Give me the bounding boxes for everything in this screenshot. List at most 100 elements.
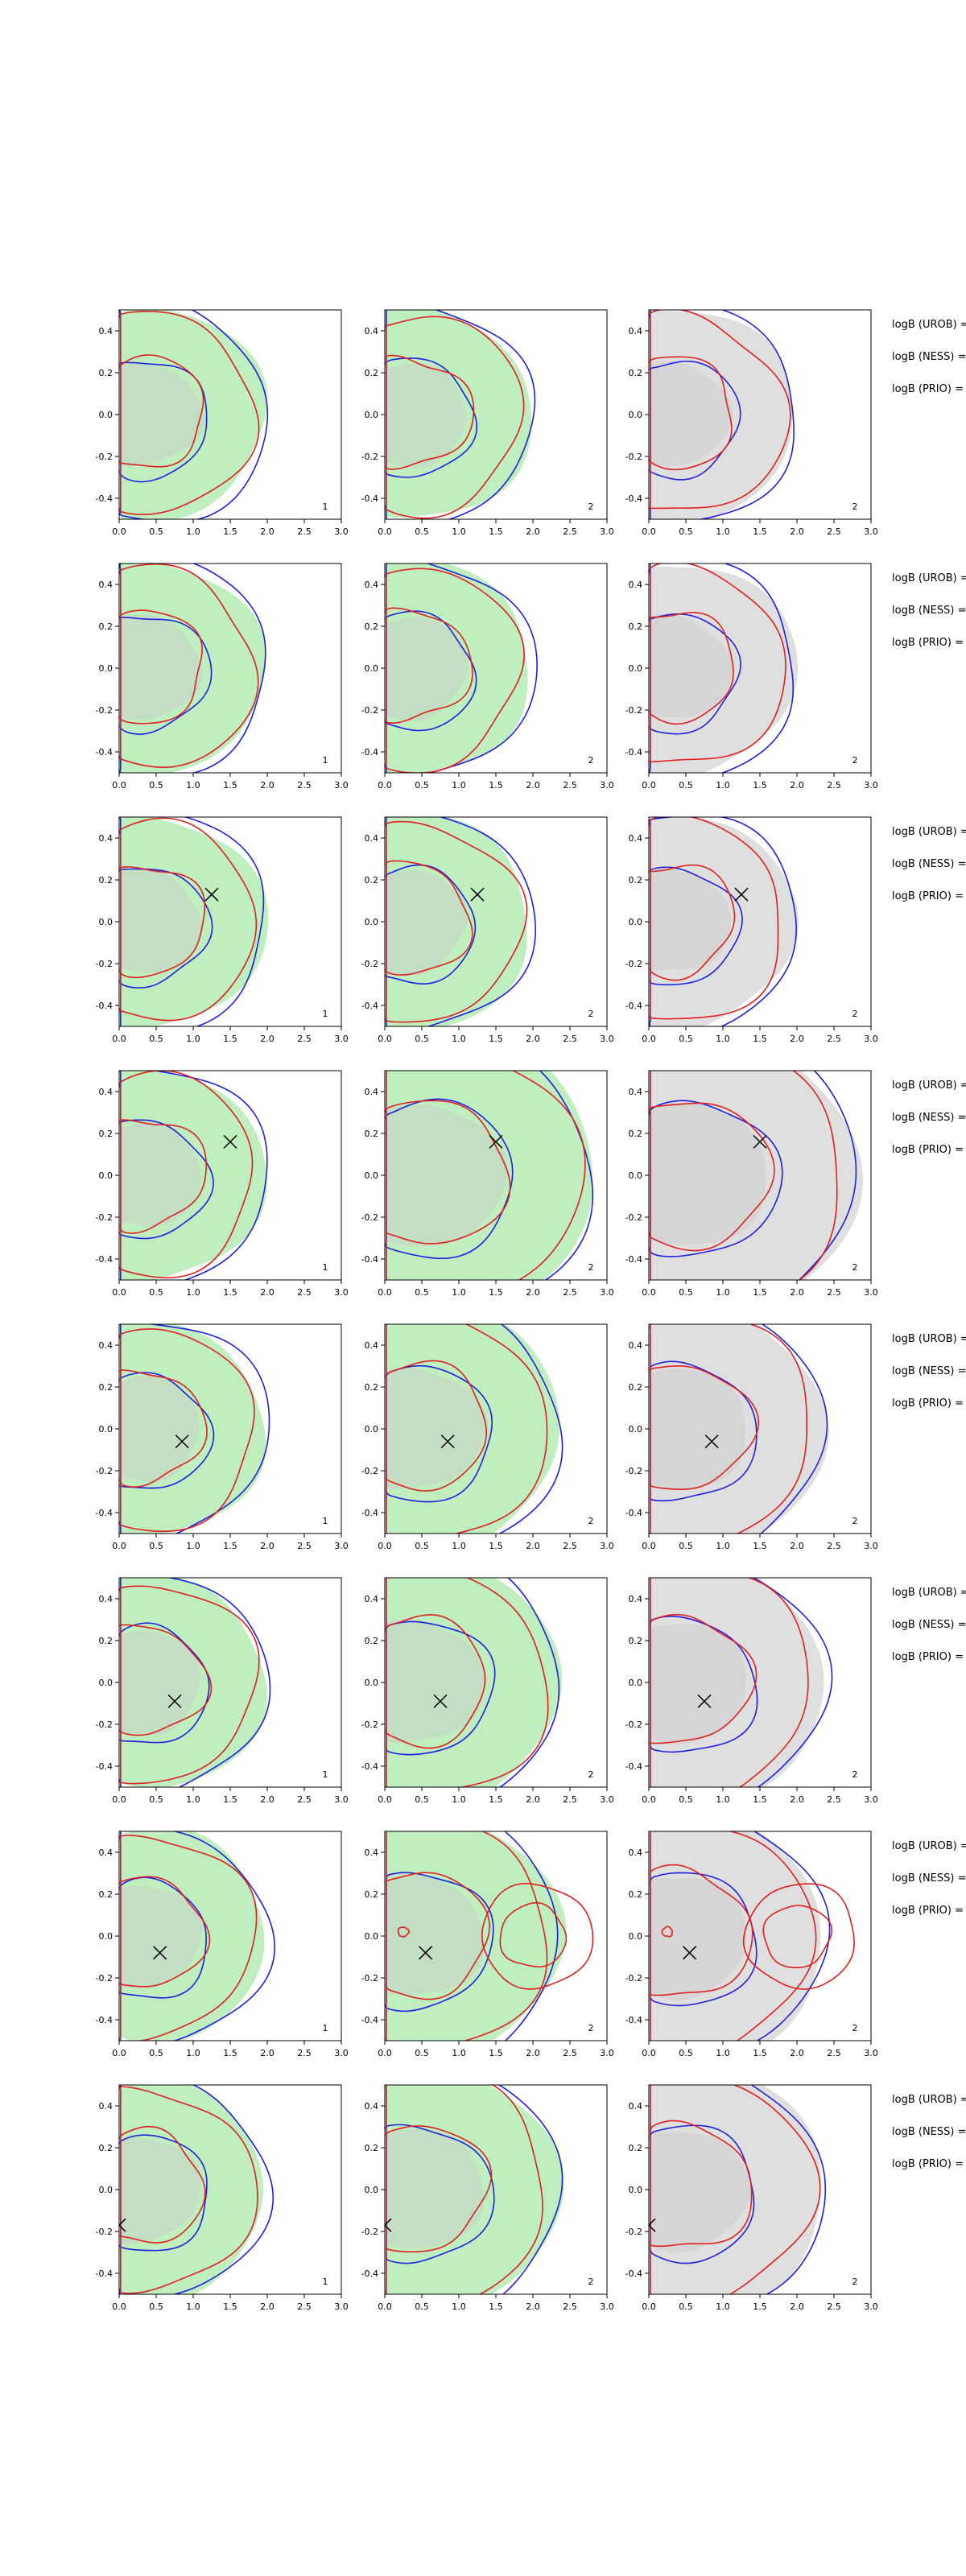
- x-tick-label: 1.5: [223, 1034, 237, 1044]
- inner-filled-region: [386, 2128, 484, 2249]
- outer-filled-region: [649, 817, 799, 1026]
- y-tick-label: -0.2: [361, 1212, 378, 1223]
- x-tick-label: 2.0: [526, 1034, 540, 1044]
- y-tick-label: -0.2: [96, 1212, 113, 1223]
- y-tick-label: 0.0: [99, 1931, 114, 1942]
- panel-number-label: 2: [852, 755, 858, 766]
- x-tick-label: 2.0: [526, 2048, 540, 2058]
- x-tick-label: 3.0: [864, 2048, 878, 2058]
- y-tick-label: -0.4: [96, 493, 113, 504]
- panel-r3-c1: 0.0 0.5 1.0 1.5 2.0 2.5 3.0 -0.4 -0.2 0.0 0.2 0.4 1: [96, 816, 349, 1044]
- inner-filled-region: [120, 868, 202, 973]
- x-tick-label: 0.0: [642, 1287, 656, 1298]
- x-tick-label: 0.5: [149, 1034, 163, 1044]
- y-tick-label: -0.2: [361, 1973, 378, 1984]
- y-tick-label: 0.0: [365, 917, 379, 927]
- red-secondary-inner-contour: [762, 1905, 833, 1969]
- panel-r4-c3: 0.0 0.5 1.0 1.5 2.0 2.5 3.0 -0.4 -0.2 0.0 0.2 0.4 2: [625, 1070, 878, 1298]
- y-tick-label: -0.4: [625, 2015, 642, 2025]
- y-tick-label: 0.0: [99, 2185, 114, 2195]
- outer-filled-region: [120, 564, 266, 773]
- x-tick-label: 3.0: [600, 1034, 614, 1044]
- x-tick-label: 1.0: [716, 1287, 730, 1298]
- x-tick-label: 3.0: [600, 526, 614, 537]
- panel-number-label: 2: [588, 1262, 594, 1273]
- x-tick-label: 3.0: [600, 2048, 614, 2058]
- x-tick-label: 2.0: [526, 2301, 540, 2312]
- x-tick-label: 0.0: [112, 2301, 126, 2312]
- x-tick-label: 0.0: [642, 526, 656, 537]
- outer-filled-region: [386, 1578, 563, 1787]
- y-tick-label: 0.2: [99, 1129, 114, 1139]
- x-tick-label: 0.5: [679, 1541, 693, 1551]
- x-tick-label: 2.5: [827, 1287, 841, 1298]
- y-tick-label: -0.2: [361, 1719, 378, 1730]
- x-tick-label: 2.5: [563, 780, 577, 791]
- y-tick-label: 0.4: [99, 2101, 114, 2112]
- x-tick-label: 3.0: [864, 1794, 878, 1805]
- x-tick-label: 0.5: [679, 1034, 693, 1044]
- logb-side-label: logB (UROB) =: [892, 1587, 966, 1599]
- y-tick-label: -0.4: [96, 2015, 113, 2025]
- x-tick-label: 2.5: [563, 2301, 577, 2312]
- y-tick-label: -0.2: [361, 1466, 378, 1476]
- y-tick-label: -0.4: [96, 2268, 113, 2279]
- panel-r3-c3: 0.0 0.5 1.0 1.5 2.0 2.5 3.0 -0.4 -0.2 0.0 0.2 0.4 2: [625, 816, 878, 1044]
- inner-filled-region: [386, 1618, 485, 1744]
- true-value-marker: [223, 1134, 237, 1149]
- x-tick-label: 1.0: [716, 2301, 730, 2312]
- y-tick-label: -0.4: [361, 1761, 378, 1772]
- y-tick-label: -0.4: [361, 2268, 378, 2279]
- panel-number-label: 1: [323, 1009, 328, 1019]
- y-tick-label: -0.4: [625, 1001, 642, 1011]
- x-tick-label: 1.0: [186, 1541, 200, 1551]
- panel-r5-c2: 0.0 0.5 1.0 1.5 2.0 2.5 3.0 -0.4 -0.2 0.0 0.2 0.4 2: [361, 1323, 614, 1551]
- x-tick-label: 2.5: [827, 2301, 841, 2312]
- panel-r2-c1: 0.0 0.5 1.0 1.5 2.0 2.5 3.0 -0.4 -0.2 0.0 0.2 0.4 1: [96, 563, 349, 791]
- outer-filled-region: [649, 311, 793, 519]
- x-tick-label: 2.0: [790, 1287, 804, 1298]
- panel-number-label: 2: [588, 1009, 594, 1019]
- y-tick-label: -0.2: [96, 1719, 113, 1730]
- x-tick-label: 1.5: [489, 1794, 503, 1805]
- x-tick-label: 0.5: [679, 1287, 693, 1298]
- y-tick-label: 0.4: [629, 580, 643, 590]
- red-inner-contour: [385, 1872, 490, 2000]
- x-tick-label: 2.5: [563, 2048, 577, 2058]
- y-tick-label: -0.4: [625, 1508, 642, 1518]
- outer-filled-region: [649, 566, 799, 773]
- x-tick-label: 1.5: [223, 1541, 237, 1551]
- x-tick-label: 1.5: [489, 2048, 503, 2058]
- x-tick-label: 0.5: [415, 1541, 429, 1551]
- inner-filled-region: [120, 1375, 200, 1482]
- panel-number-label: 2: [852, 502, 858, 512]
- y-tick-label: 0.2: [629, 1382, 643, 1393]
- x-tick-label: 1.5: [223, 780, 237, 791]
- y-tick-label: 0.4: [99, 580, 114, 590]
- red-inner-contour: [119, 1876, 211, 1988]
- logb-side-label: logB (NESS) =: [892, 1872, 966, 1885]
- panel-r5-c3: 0.0 0.5 1.0 1.5 2.0 2.5 3.0 -0.4 -0.2 0.0 0.2 0.4 2: [625, 1323, 878, 1551]
- inner-filled-region: [386, 1367, 487, 1489]
- x-tick-label: 1.0: [186, 1034, 200, 1044]
- true-value-marker: [419, 1946, 433, 1960]
- y-tick-label: 0.2: [629, 875, 643, 886]
- x-tick-label: 0.0: [112, 1034, 126, 1044]
- logb-side-label: logB (PRIO) =: [892, 383, 964, 395]
- y-tick-label: -0.2: [625, 1466, 642, 1476]
- panel-number-label: 2: [588, 1516, 594, 1526]
- y-tick-label: -0.2: [625, 452, 642, 462]
- x-tick-label: 1.0: [452, 2048, 466, 2058]
- x-tick-label: 0.5: [415, 2301, 429, 2312]
- red-inner-contour: [119, 1624, 213, 1736]
- logb-side-label: logB (NESS) =: [892, 351, 966, 363]
- outer-filled-region: [385, 564, 528, 773]
- x-tick-label: 2.5: [563, 1541, 577, 1551]
- x-tick-label: 2.5: [827, 2048, 841, 2058]
- x-tick-label: 1.5: [753, 1541, 767, 1551]
- inner-filled-region: [386, 1104, 508, 1247]
- x-tick-label: 3.0: [334, 2048, 349, 2058]
- x-tick-label: 3.0: [334, 526, 349, 537]
- y-tick-label: 0.4: [99, 1847, 114, 1858]
